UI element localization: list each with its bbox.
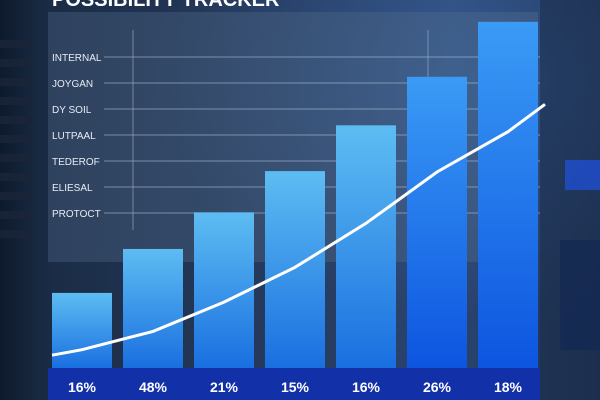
row-label: INTERNAL — [52, 53, 102, 64]
stripe — [0, 40, 32, 48]
stripe — [0, 192, 32, 200]
row-label: LUTPAAL — [52, 131, 96, 142]
bar — [407, 76, 467, 369]
stripe — [0, 154, 32, 162]
chart-title: POSSIBILITY TRACKER — [52, 0, 280, 11]
x-axis-labels: 16% 48% 21% 15% 16% 26% 18% — [68, 379, 523, 395]
stripe — [0, 59, 32, 67]
bar — [123, 248, 183, 368]
x-tick-label: 18% — [494, 379, 523, 395]
row-label: TEDEROF — [52, 157, 100, 168]
stripe — [0, 173, 32, 181]
bar — [478, 21, 538, 369]
row-label: ELIESAL — [52, 183, 93, 194]
stripe — [0, 230, 32, 238]
x-tick-label: 15% — [281, 379, 310, 395]
x-tick-label: 26% — [423, 379, 452, 395]
row-label: JOYGAN — [52, 79, 93, 90]
row-label: DY SOIL — [52, 105, 92, 116]
stripe — [0, 211, 32, 219]
x-tick-label: 48% — [139, 379, 168, 395]
row-label: PROTOCT — [52, 209, 101, 220]
bar — [265, 171, 325, 368]
bar — [52, 292, 112, 368]
trend-line — [51, 103, 546, 357]
x-tick-label: 16% — [68, 379, 97, 395]
bar — [194, 212, 254, 368]
bars — [52, 21, 538, 369]
x-tick-label: 21% — [210, 379, 239, 395]
stripe — [0, 116, 32, 124]
bar — [336, 125, 396, 368]
stripe — [0, 78, 32, 86]
left-stripes — [0, 40, 32, 238]
right-side-accent — [565, 160, 600, 190]
x-tick-label: 16% — [352, 379, 381, 395]
stripe — [0, 97, 32, 105]
stripe — [0, 135, 32, 143]
row-labels: INTERNAL JOYGAN DY SOIL LUTPAAL TEDEROF ELIES… — [52, 53, 102, 220]
right-side-box — [560, 240, 600, 350]
x-axis-band — [48, 368, 540, 400]
